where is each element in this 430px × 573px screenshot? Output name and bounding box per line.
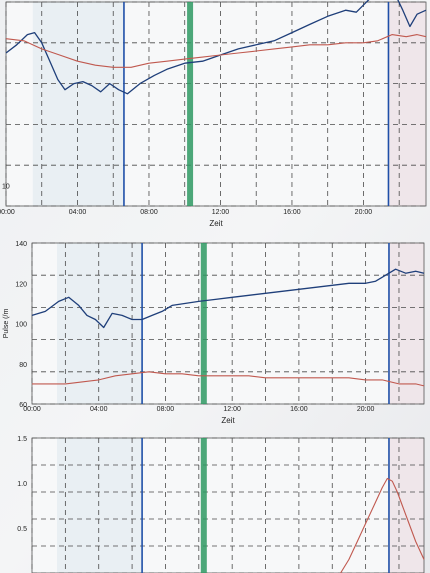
- x-tick-label: 04:00: [90, 406, 108, 413]
- y-tick-label: 0.5: [17, 526, 27, 533]
- x-tick-label: 08:00: [157, 406, 175, 413]
- y-axis-label: Pulse (/m: [3, 309, 10, 339]
- y-tick-label: 120: [15, 281, 27, 288]
- x-tick-label: 16:00: [290, 406, 308, 413]
- series-line-red: [5, 34, 427, 68]
- y-tick-label: 1.0: [17, 481, 27, 488]
- y-tick-label: 10: [2, 184, 10, 191]
- x-tick-label: 04:00: [69, 209, 87, 216]
- plot-frame: [31, 242, 425, 405]
- y-tick-label: 100: [15, 322, 27, 329]
- x-tick-label: 20:00: [357, 406, 375, 413]
- series-line-blue: [5, 0, 427, 95]
- shaded-region: [388, 243, 424, 404]
- x-tick-label: 08:00: [140, 209, 158, 216]
- x-tick-label: 16:00: [283, 209, 301, 216]
- shaded-region: [32, 2, 124, 206]
- x-tick-label: 20:00: [355, 209, 373, 216]
- plot-frame: [31, 437, 425, 573]
- series-line-red: [340, 477, 425, 573]
- x-tick-label: 00:00: [0, 209, 15, 216]
- chart-panel-third: 0.5 1.0 1.5: [17, 436, 425, 573]
- x-axis-label: Zeit: [221, 416, 235, 425]
- y-tick-label: 140: [15, 241, 27, 248]
- chart-panel-spo2: 10 00:00 04:00 08:00 12:00 16:00 20:00 Zeit: [0, 0, 427, 228]
- x-tick-label: 12:00: [212, 209, 230, 216]
- plot-frame: [5, 1, 427, 207]
- x-tick-label: 12:00: [223, 406, 241, 413]
- chart-panel-pulse: 60 80 100 120 140 00:00 04:00 08:00 12:00 16:00 20…: [3, 241, 425, 425]
- y-tick-label: 1.5: [17, 436, 27, 443]
- y-tick-label: 80: [19, 362, 27, 369]
- series-line-blue: [31, 268, 425, 329]
- plot-area: [32, 438, 424, 573]
- x-tick-label: 00:00: [23, 406, 41, 413]
- shaded-region: [388, 438, 424, 573]
- series-line-red: [32, 371, 425, 387]
- y-tick-label: 60: [19, 402, 27, 409]
- plot-area: [32, 243, 424, 404]
- shaded-region: [388, 2, 426, 206]
- x-axis-label: Zeit: [209, 219, 223, 228]
- shaded-region: [57, 438, 143, 573]
- plot-area: [6, 2, 426, 206]
